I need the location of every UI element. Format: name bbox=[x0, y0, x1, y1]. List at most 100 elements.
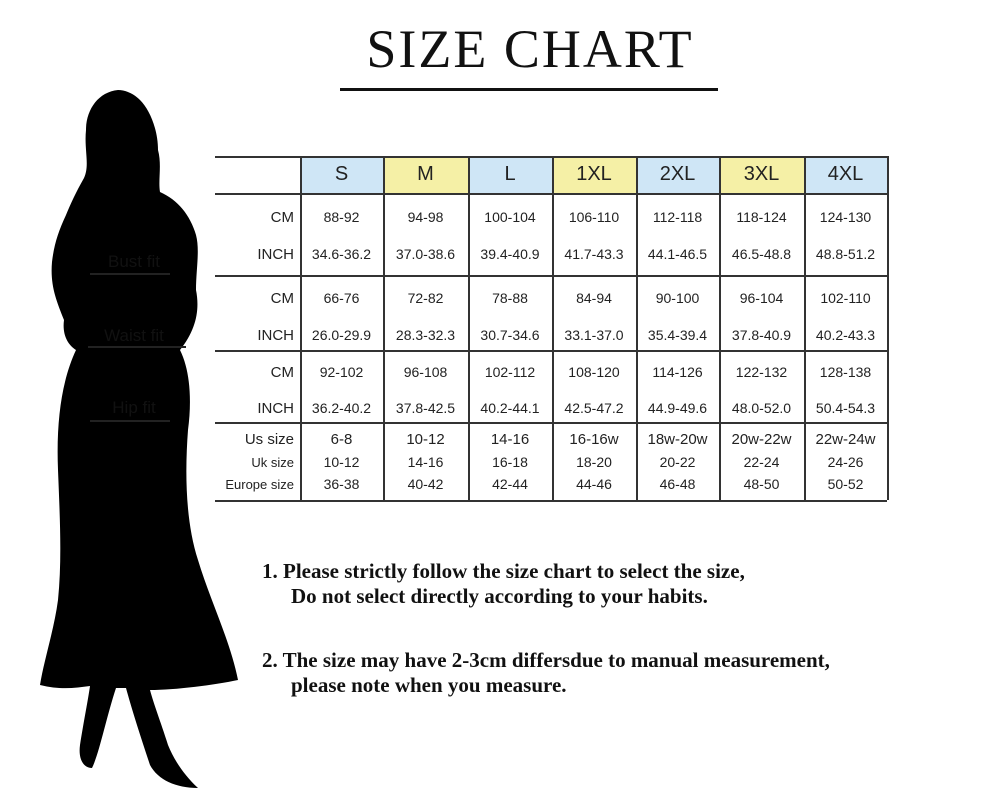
table-cell: 40.2-44.1 bbox=[480, 400, 540, 416]
table-cell: 42.5-47.2 bbox=[564, 400, 624, 416]
table-cell: 48.8-51.2 bbox=[815, 246, 876, 262]
table-cell: 33.1-37.0 bbox=[564, 327, 624, 343]
bust-fit-label: Bust fit bbox=[108, 252, 160, 271]
table-cell: 84-94 bbox=[576, 290, 612, 306]
row-label: INCH bbox=[257, 245, 294, 263]
note-number: 1. bbox=[262, 559, 278, 583]
table-rule bbox=[215, 156, 887, 158]
table-cell: 35.4-39.4 bbox=[647, 327, 708, 343]
note-2: 2. The size may have 2-3cm differsdue to… bbox=[262, 648, 830, 698]
table-cell: 100-104 bbox=[484, 209, 536, 225]
size-header-s: S bbox=[300, 156, 383, 193]
table-cell: 30.7-34.6 bbox=[480, 327, 540, 343]
table-cell: 92-102 bbox=[319, 364, 364, 380]
table-cell: 40.2-43.3 bbox=[815, 327, 876, 343]
table-cell: 6-8 bbox=[330, 430, 353, 448]
table-cell: 78-88 bbox=[492, 290, 528, 306]
table-cell: 22w-24w bbox=[815, 430, 876, 448]
table-cell: 50-52 bbox=[827, 476, 864, 492]
note-number: 2. bbox=[262, 648, 278, 672]
table-cell: 20-22 bbox=[659, 454, 696, 470]
title-underline bbox=[340, 88, 718, 91]
table-cell: 106-110 bbox=[568, 209, 620, 225]
table-cell: 96-104 bbox=[739, 290, 784, 306]
table-cell: 118-124 bbox=[736, 209, 787, 225]
table-cell: 20w-22w bbox=[731, 430, 792, 448]
table-divider bbox=[887, 156, 889, 500]
table-cell: 16-18 bbox=[492, 454, 528, 470]
table-divider bbox=[468, 156, 470, 500]
table-cell: 124-130 bbox=[819, 209, 872, 225]
row-label: Us size bbox=[244, 430, 294, 448]
table-divider bbox=[552, 156, 554, 500]
table-rule bbox=[215, 275, 887, 277]
table-cell: 39.4-40.9 bbox=[480, 246, 540, 262]
size-header-3xl: 3XL bbox=[719, 156, 804, 193]
table-cell: 44.1-46.5 bbox=[647, 246, 708, 262]
row-label: INCH bbox=[257, 326, 294, 344]
table-cell: 50.4-54.3 bbox=[815, 400, 876, 416]
note-text: Do not select directly according to your… bbox=[291, 584, 708, 608]
table-cell: 18-20 bbox=[576, 454, 612, 470]
note-text: The size may have 2-3cm differsdue to ma… bbox=[282, 648, 830, 672]
table-rule bbox=[215, 500, 887, 502]
size-header-2xl: 2XL bbox=[636, 156, 719, 193]
table-cell: 14-16 bbox=[407, 454, 444, 470]
note-text: Please strictly follow the size chart to… bbox=[283, 559, 745, 583]
size-header-1xl: 1XL bbox=[552, 156, 636, 193]
page-title: SIZE CHART bbox=[366, 19, 694, 79]
table-cell: 16-16w bbox=[569, 430, 619, 448]
table-cell: 44.9-49.6 bbox=[647, 400, 708, 416]
table-cell: 18w-20w bbox=[647, 430, 708, 448]
row-label: CM bbox=[270, 208, 294, 226]
table-cell: 37.8-42.5 bbox=[395, 400, 456, 416]
note-1: 1. Please strictly follow the size chart… bbox=[262, 559, 745, 609]
table-cell: 128-138 bbox=[819, 364, 872, 380]
table-cell: 44-46 bbox=[576, 476, 612, 492]
row-label: Uk size bbox=[251, 454, 294, 470]
table-rule bbox=[215, 350, 887, 352]
row-label: CM bbox=[270, 363, 294, 381]
table-divider bbox=[804, 156, 806, 500]
size-header-4xl: 4XL bbox=[804, 156, 887, 193]
note-text: please note when you measure. bbox=[291, 673, 567, 697]
table-cell: 37.8-40.9 bbox=[731, 327, 792, 343]
table-cell: 94-98 bbox=[407, 209, 444, 225]
table-cell: 36.2-40.2 bbox=[311, 400, 372, 416]
table-cell: 26.0-29.9 bbox=[311, 327, 372, 343]
row-label: Europe size bbox=[225, 476, 294, 492]
row-label: INCH bbox=[257, 399, 294, 417]
table-cell: 122-132 bbox=[735, 364, 788, 380]
table-cell: 46.5-48.8 bbox=[731, 246, 792, 262]
size-header-l: L bbox=[468, 156, 552, 193]
table-rule bbox=[215, 422, 887, 424]
woman-silhouette-icon bbox=[40, 90, 238, 788]
table-rule bbox=[215, 193, 887, 195]
row-label: CM bbox=[270, 289, 294, 307]
table-cell: 28.3-32.3 bbox=[395, 327, 456, 343]
table-cell: 41.7-43.3 bbox=[564, 246, 624, 262]
table-cell: 96-108 bbox=[403, 364, 448, 380]
table-cell: 108-120 bbox=[568, 364, 620, 380]
waist-fit-line bbox=[88, 346, 186, 348]
hip-fit-label: Hip fit bbox=[112, 398, 156, 417]
table-cell: 72-82 bbox=[407, 290, 444, 306]
table-cell: 102-112 bbox=[484, 364, 536, 380]
table-cell: 40-42 bbox=[407, 476, 444, 492]
table-cell: 34.6-36.2 bbox=[311, 246, 372, 262]
bust-fit-line bbox=[90, 273, 170, 275]
table-cell: 10-12 bbox=[323, 454, 360, 470]
table-cell: 14-16 bbox=[490, 430, 530, 448]
table-divider bbox=[300, 156, 302, 500]
table-cell: 22-24 bbox=[743, 454, 780, 470]
table-cell: 37.0-38.6 bbox=[395, 246, 456, 262]
waist-fit-label: Waist fit bbox=[104, 326, 164, 345]
table-cell: 48.0-52.0 bbox=[731, 400, 792, 416]
table-cell: 42-44 bbox=[492, 476, 528, 492]
table-cell: 112-118 bbox=[652, 209, 703, 225]
table-cell: 36-38 bbox=[323, 476, 360, 492]
table-divider bbox=[636, 156, 638, 500]
table-divider bbox=[383, 156, 385, 500]
table-cell: 102-110 bbox=[820, 290, 871, 306]
